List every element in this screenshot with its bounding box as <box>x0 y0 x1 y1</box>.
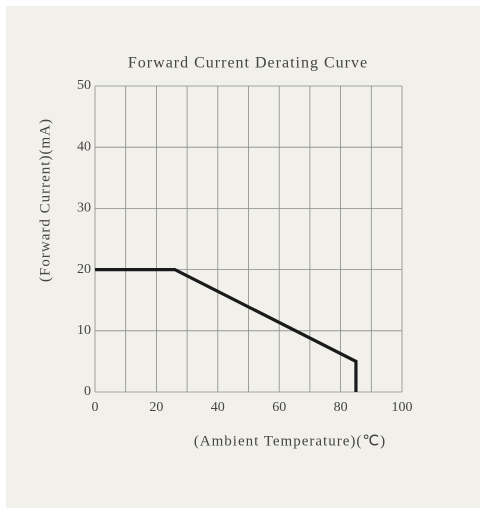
y-tick-label: 30 <box>77 201 91 216</box>
x-tick-label: 80 <box>334 400 348 415</box>
y-tick-label: 40 <box>77 139 91 154</box>
y-axis-label: (Forward Current)(mA) <box>37 118 53 282</box>
y-tick-label: 20 <box>77 262 91 277</box>
chart-title: Forward Current Derating Curve <box>128 55 368 72</box>
y-tick-label: 0 <box>84 384 91 399</box>
x-tick-label: 40 <box>211 400 225 415</box>
x-axis-label: (Ambient Temperature)(℃) <box>194 433 386 449</box>
y-tick-label: 50 <box>77 78 91 93</box>
x-tick-label: 60 <box>272 400 286 415</box>
background <box>6 6 480 508</box>
y-tick-label: 10 <box>77 323 91 338</box>
x-tick-label: 0 <box>92 400 99 415</box>
x-tick-label: 100 <box>392 400 413 415</box>
x-tick-label: 20 <box>149 400 163 415</box>
data-line <box>95 268 358 392</box>
